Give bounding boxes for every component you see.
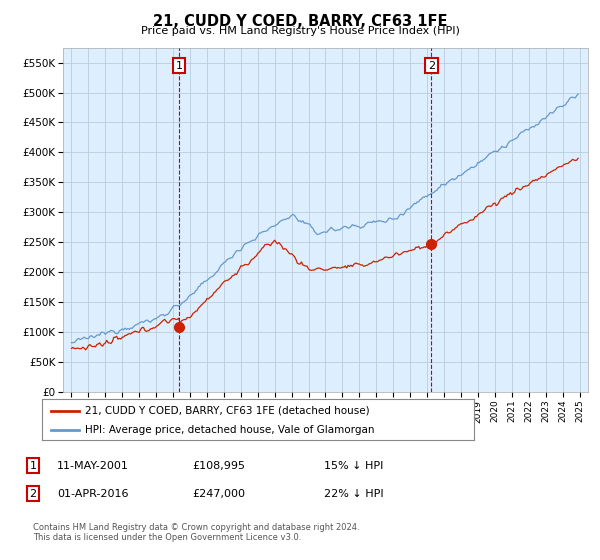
Text: This data is licensed under the Open Government Licence v3.0.: This data is licensed under the Open Gov…: [33, 533, 301, 542]
Text: £247,000: £247,000: [192, 489, 245, 499]
Text: 2: 2: [29, 489, 37, 499]
Text: 01-APR-2016: 01-APR-2016: [57, 489, 128, 499]
Text: £108,995: £108,995: [192, 461, 245, 471]
Text: 21, CUDD Y COED, BARRY, CF63 1FE: 21, CUDD Y COED, BARRY, CF63 1FE: [153, 14, 447, 29]
Text: Contains HM Land Registry data © Crown copyright and database right 2024.: Contains HM Land Registry data © Crown c…: [33, 523, 359, 532]
Text: 1: 1: [176, 60, 182, 71]
Text: 11-MAY-2001: 11-MAY-2001: [57, 461, 129, 471]
Text: 22% ↓ HPI: 22% ↓ HPI: [324, 489, 383, 499]
Text: 15% ↓ HPI: 15% ↓ HPI: [324, 461, 383, 471]
Text: HPI: Average price, detached house, Vale of Glamorgan: HPI: Average price, detached house, Vale…: [85, 424, 375, 435]
Text: 1: 1: [29, 461, 37, 471]
Text: 2: 2: [428, 60, 435, 71]
Text: 21, CUDD Y COED, BARRY, CF63 1FE (detached house): 21, CUDD Y COED, BARRY, CF63 1FE (detach…: [85, 405, 370, 416]
Text: Price paid vs. HM Land Registry's House Price Index (HPI): Price paid vs. HM Land Registry's House …: [140, 26, 460, 36]
